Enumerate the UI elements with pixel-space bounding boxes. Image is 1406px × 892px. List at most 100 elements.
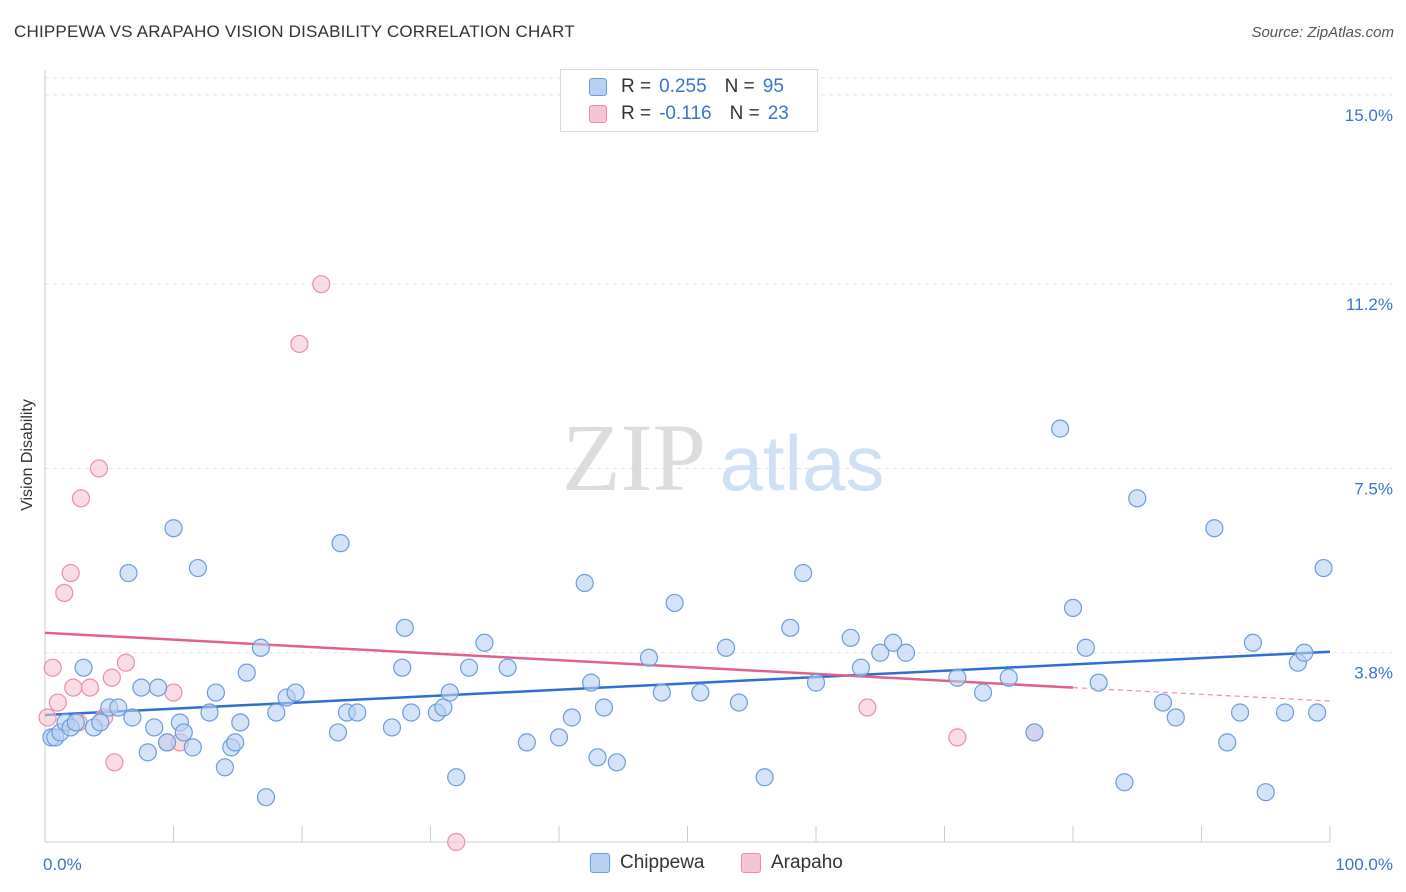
chippewa-point: [382, 718, 402, 737]
chippewa-point: [119, 563, 138, 583]
chippewa-point: [871, 643, 890, 662]
correlation-legend: R = 0.255 N = 95 R = -0.116 N = 23: [560, 69, 818, 132]
arapaho-point: [61, 563, 80, 583]
chippewa-point: [806, 673, 826, 692]
chippewa-point: [575, 573, 594, 593]
chippewa-point: [841, 628, 860, 647]
chippewa-swatch: [590, 853, 610, 873]
chippewa-point: [138, 743, 157, 762]
chippewa-point: [1218, 733, 1237, 752]
arapaho-point: [38, 708, 57, 727]
chippewa-point: [1308, 703, 1327, 722]
chippewa-swatch: [589, 78, 607, 96]
chippewa-point: [948, 668, 967, 687]
arapaho-point: [48, 693, 67, 712]
legend-row-chippewa: R = 0.255 N = 95: [589, 75, 784, 99]
chippewa-point: [851, 658, 871, 677]
chippewa-point: [781, 618, 800, 637]
arapaho-point: [312, 275, 331, 294]
arapaho-point: [71, 489, 91, 508]
chippewa-point: [498, 658, 517, 677]
chippewa-point: [1275, 703, 1295, 722]
chippewa-point: [348, 703, 367, 722]
gridlines: [45, 77, 1392, 654]
r-value: 0.255: [659, 76, 707, 97]
arapaho-point: [64, 678, 83, 697]
chippewa-point: [716, 638, 736, 657]
tick-labels: 3.8% 7.5% 11.2% 15.0% 0.0% 100.0%: [43, 106, 1393, 874]
series-legend: Chippewa Arapaho: [0, 852, 1406, 878]
legend-item-chippewa: Chippewa: [590, 852, 705, 874]
chippewa-point: [206, 683, 226, 702]
chippewa-point: [215, 758, 234, 777]
chippewa-point: [665, 593, 684, 613]
chippewa-point: [594, 698, 614, 717]
r-label: R =: [621, 76, 652, 97]
chippewa-point: [588, 748, 607, 767]
chippewa-point: [1166, 708, 1185, 727]
r-value: -0.116: [659, 103, 712, 124]
y-tick-label: 15.0%: [1345, 106, 1393, 125]
chippewa-point: [639, 648, 659, 667]
arapaho-swatch: [589, 105, 607, 123]
chippewa-point: [328, 723, 348, 742]
legend-item-arapaho: Arapaho: [741, 852, 843, 874]
arapaho-trend-extension: [1072, 687, 1331, 702]
arapaho-point: [858, 698, 877, 717]
y-tick-label: 7.5%: [1354, 479, 1393, 498]
chippewa-point: [549, 728, 569, 747]
watermark-zip: ZIP: [562, 404, 706, 511]
arapaho-swatch: [741, 853, 761, 873]
y-tick-label: 3.8%: [1354, 664, 1393, 683]
chippewa-point: [183, 738, 202, 757]
arapaho-point: [447, 832, 466, 852]
arapaho-point: [43, 658, 62, 677]
arapaho-point: [948, 728, 967, 747]
chippewa-point: [691, 683, 710, 702]
chippewa-point: [1230, 703, 1250, 722]
n-value: 23: [767, 103, 789, 124]
legend-row-arapaho: R = -0.116 N = 23: [589, 102, 789, 126]
chippewa-point: [132, 678, 151, 697]
chippewa-point: [66, 713, 85, 732]
chippewa-point: [1025, 723, 1044, 742]
chippewa-point: [267, 703, 286, 722]
arapaho-point: [89, 459, 109, 478]
chippewa-point: [237, 663, 256, 682]
chippewa-point: [517, 733, 536, 752]
n-label: N =: [729, 103, 760, 124]
chippewa-point: [157, 733, 177, 752]
chippewa-point: [896, 643, 916, 662]
chart-source: Source: ZipAtlas.com: [1251, 24, 1394, 41]
legend-label-chippewa: Chippewa: [620, 852, 705, 873]
chippewa-point: [794, 563, 813, 583]
arapaho-trend-line: [44, 631, 1074, 689]
arapaho-point: [164, 683, 183, 702]
data-points: [38, 275, 1333, 852]
arapaho-point: [102, 668, 121, 687]
chippewa-point: [331, 534, 350, 553]
chippewa-point: [1205, 519, 1224, 538]
x-tick-label: 0.0%: [43, 855, 82, 874]
chippewa-point: [286, 683, 305, 702]
chippewa-point: [883, 633, 903, 652]
chippewa-point: [729, 693, 749, 712]
n-value: 95: [762, 76, 784, 97]
chippewa-point: [231, 713, 250, 732]
n-label: N =: [724, 76, 755, 97]
chippewa-point: [1314, 558, 1333, 578]
r-label: R =: [621, 103, 652, 124]
chippewa-point: [1115, 773, 1134, 792]
chippewa-point: [1295, 643, 1314, 662]
chippewa-point: [652, 683, 671, 702]
chippewa-point: [1089, 673, 1108, 692]
chippewa-point: [973, 683, 993, 702]
chippewa-point: [440, 683, 459, 702]
chippewa-point: [164, 519, 183, 538]
chippewa-point: [447, 768, 466, 787]
chippewa-point: [200, 703, 219, 722]
chippewa-point: [475, 633, 494, 652]
arapaho-point: [290, 334, 309, 354]
chippewa-point: [256, 788, 276, 807]
chippewa-point: [145, 718, 164, 737]
